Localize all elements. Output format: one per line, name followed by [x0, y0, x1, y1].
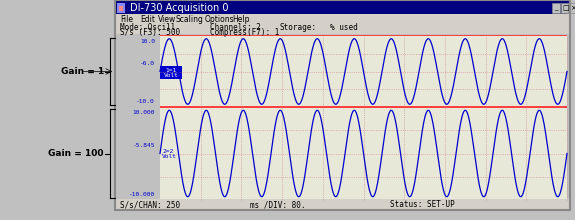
- Bar: [160, 198, 567, 200]
- Text: S/s (F3): 500: S/s (F3): 500: [120, 28, 180, 37]
- Text: 10.000: 10.000: [132, 110, 155, 115]
- Text: -5.845: -5.845: [132, 143, 155, 148]
- Text: -6.0: -6.0: [140, 61, 155, 66]
- Bar: [115, 14, 570, 24]
- Text: Channels: 2: Channels: 2: [210, 22, 261, 31]
- Text: Help: Help: [232, 15, 250, 24]
- Text: Volt: Volt: [162, 154, 177, 159]
- Bar: [115, 0, 570, 15]
- Text: View: View: [158, 15, 177, 24]
- Bar: [568, 3, 575, 13]
- Bar: [115, 0, 570, 210]
- Text: Options: Options: [205, 15, 235, 24]
- Bar: [160, 106, 567, 108]
- Bar: [119, 6, 123, 11]
- Text: DI-730 Acquisition 0: DI-730 Acquisition 0: [130, 3, 228, 13]
- Text: 2=2: 2=2: [162, 149, 173, 154]
- Bar: [552, 3, 560, 13]
- Text: Edit: Edit: [140, 15, 155, 24]
- Text: % used: % used: [330, 22, 358, 31]
- Bar: [117, 3, 125, 13]
- Text: -10.0: -10.0: [136, 99, 155, 104]
- Text: Mode: Oscill: Mode: Oscill: [120, 22, 175, 31]
- Bar: [160, 35, 567, 36]
- Bar: [160, 36, 567, 107]
- Text: S/s/CHAN: 250: S/s/CHAN: 250: [120, 200, 180, 209]
- Text: Storage:: Storage:: [280, 22, 317, 31]
- Text: □: □: [562, 5, 569, 11]
- Text: -10.000: -10.000: [129, 192, 155, 197]
- Text: Scaling: Scaling: [176, 15, 204, 24]
- Text: _: _: [554, 5, 558, 11]
- Text: Gain = 1: Gain = 1: [61, 67, 104, 76]
- Bar: [160, 107, 567, 200]
- Text: Status: SET-UP: Status: SET-UP: [390, 200, 455, 209]
- Bar: [160, 147, 182, 158]
- Bar: [115, 199, 570, 210]
- Text: Gain = 100: Gain = 100: [48, 149, 104, 158]
- Text: ×: ×: [570, 5, 575, 11]
- Bar: [160, 66, 182, 79]
- Text: Volt: Volt: [163, 73, 178, 78]
- Text: 10.0: 10.0: [140, 39, 155, 44]
- Text: 1=1: 1=1: [166, 68, 177, 73]
- Text: File: File: [120, 15, 133, 24]
- Bar: [115, 23, 570, 34]
- Text: Compress(F7): 1: Compress(F7): 1: [210, 28, 279, 37]
- Bar: [561, 3, 569, 13]
- Text: ms /DIV: 80.: ms /DIV: 80.: [250, 200, 305, 209]
